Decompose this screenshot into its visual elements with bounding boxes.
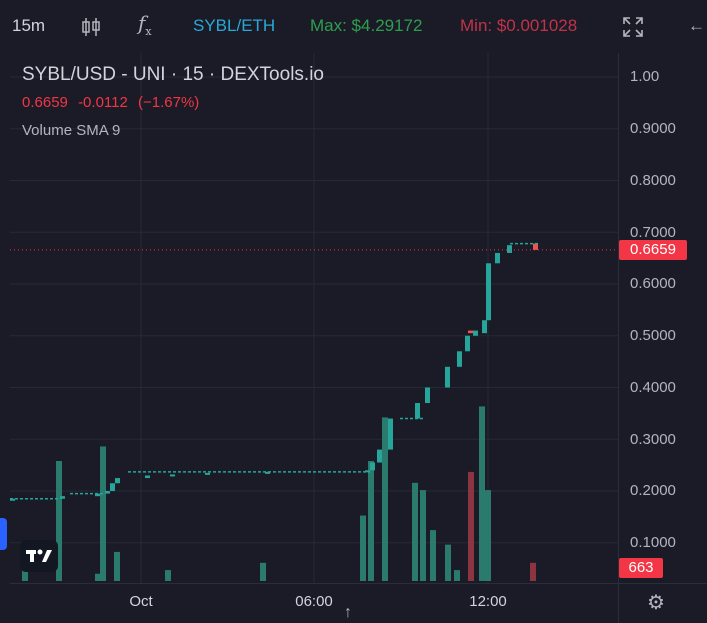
candles (10, 242, 538, 501)
volume-bar (454, 570, 460, 581)
candle (115, 478, 120, 484)
current-volume-tag: 663 (619, 558, 663, 578)
price-label: 1.00 (630, 68, 660, 85)
price-label: 0.7000 (630, 224, 676, 241)
candle (507, 245, 512, 253)
min-price: Min: $0.001028 (460, 16, 578, 35)
top-toolbar: 15m fx SYBL/ETH Max: $4.29172 Min: $0.00… (0, 0, 707, 54)
time-label: Oct (129, 593, 153, 610)
volume-bar (420, 490, 426, 581)
candle (365, 470, 370, 473)
price-label: 0.8000 (630, 172, 676, 189)
volume-bar (165, 570, 171, 581)
candle (482, 320, 487, 334)
time-label: 06:00 (295, 593, 333, 610)
volume-bar (468, 471, 474, 581)
candle (388, 418, 393, 450)
volume-bar (260, 562, 266, 581)
price-label: 0.1000 (630, 534, 676, 551)
candles-icon[interactable] (80, 16, 102, 38)
time-label: 12:00 (469, 593, 507, 610)
candle (170, 474, 175, 477)
candle (486, 263, 491, 321)
side-panel-toggle[interactable] (0, 518, 7, 550)
candle (265, 471, 270, 474)
candle (415, 403, 420, 419)
arrow-left-icon[interactable]: ← (688, 16, 705, 35)
tradingview-logo[interactable] (20, 540, 58, 572)
price-label: 0.2000 (630, 482, 676, 499)
volume-bar (479, 406, 485, 581)
candle (465, 335, 470, 352)
volume-bar (368, 461, 374, 581)
candle (110, 483, 115, 491)
volume-bar (114, 551, 120, 581)
volume-bar (100, 446, 106, 581)
candle (370, 462, 375, 471)
price-change: -0.0112 (78, 94, 128, 111)
volume-bar (485, 490, 491, 581)
chart-grid (10, 53, 618, 583)
candle (425, 387, 430, 404)
price-label: 0.9000 (630, 120, 676, 137)
settings-corner: ⚙ (618, 583, 707, 623)
volume-bar (382, 417, 388, 581)
candle (445, 366, 450, 388)
candle (145, 475, 150, 479)
price-label: 0.4000 (630, 379, 676, 396)
candle (473, 330, 478, 336)
volume-bar (412, 482, 418, 581)
volume-bar (22, 570, 28, 581)
price-chart (10, 53, 618, 583)
volume-bar (430, 530, 436, 581)
volume-bar (445, 544, 451, 581)
candle (105, 491, 110, 494)
volume-bars (22, 406, 536, 581)
indicator-label[interactable]: Volume SMA 9 (22, 122, 121, 139)
volume-bar (95, 573, 101, 581)
candle (468, 330, 473, 334)
candle (377, 449, 382, 463)
price-change-pct: (−1.67%) (138, 94, 200, 111)
scroll-to-latest-icon[interactable]: ↑ (344, 604, 352, 621)
max-price: Max: $4.29172 (310, 16, 423, 35)
volume-bar (530, 562, 536, 581)
time-axis[interactable]: Oct 06:00 12:00 ↑ (10, 583, 618, 623)
candle (457, 351, 462, 367)
pair-label[interactable]: SYBL/ETH (193, 16, 276, 35)
symbol-title: SYBL/USD - UNI · 15 · DEXTools.io (22, 64, 324, 85)
interval-button[interactable]: 15m (12, 16, 46, 35)
chart-pane[interactable] (10, 53, 618, 583)
candle (495, 252, 500, 264)
candle (60, 496, 65, 499)
current-price-tag: 0.6659 (619, 240, 687, 260)
price-axis[interactable]: 1.00 0.9000 0.8000 0.7000 0.6000 0.5000 … (618, 53, 707, 583)
price-label: 0.5000 (630, 327, 676, 344)
settings-gear-icon[interactable]: ⚙ (647, 592, 665, 614)
candle (95, 493, 100, 497)
candle (10, 498, 15, 501)
left-edge (0, 53, 10, 622)
candle (533, 243, 538, 250)
fullscreen-icon[interactable] (622, 16, 644, 38)
fx-icon[interactable]: fx (138, 11, 152, 38)
volume-bar (56, 461, 62, 581)
candle (205, 472, 210, 475)
last-price: 0.6659 (22, 94, 68, 111)
price-label: 0.6000 (630, 275, 676, 292)
chart-legend: SYBL/USD - UNI · 15 · DEXTools.io 0.6659… (22, 64, 324, 139)
price-change-row: 0.6659 -0.0112 (−1.67%) (22, 94, 205, 111)
volume-bar (360, 515, 366, 581)
price-label: 0.3000 (630, 431, 676, 448)
